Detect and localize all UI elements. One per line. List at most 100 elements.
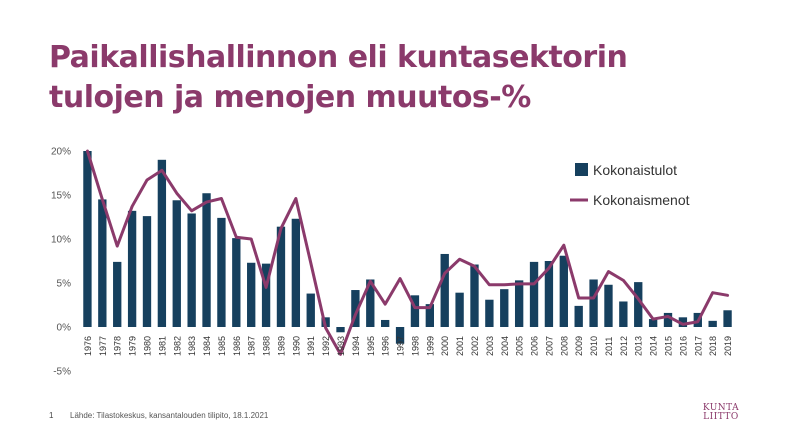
x-tick-label: 1983 — [187, 336, 197, 356]
x-tick-label: 2016 — [678, 336, 688, 356]
y-tick-label: -5% — [53, 367, 71, 378]
x-tick-label: 1985 — [217, 336, 227, 356]
bar-kokonaistulot — [187, 213, 196, 327]
bar-kokonaistulot — [723, 310, 732, 327]
x-tick-label: 1984 — [202, 336, 212, 356]
x-tick-label: 2007 — [544, 336, 554, 356]
y-tick-label: 10% — [51, 235, 71, 246]
source-note: Lähde: Tilastokeskus, kansantalouden til… — [70, 411, 269, 420]
x-tick-label: 2012 — [619, 336, 629, 356]
bar-kokonaistulot — [574, 305, 583, 327]
x-tick-label: 2003 — [485, 336, 495, 356]
bar-kokonaistulot — [172, 200, 181, 327]
x-tick-label: 1976 — [83, 336, 93, 356]
slide-title: Paikallishallinnon eli kuntasektorin tul… — [49, 38, 749, 118]
bar-kokonaistulot — [708, 320, 717, 327]
bar-kokonaistulot — [142, 216, 152, 327]
x-tick-label: 1991 — [306, 336, 316, 356]
bar-kokonaistulot — [663, 312, 673, 327]
x-tick-label: 1997 — [396, 336, 406, 356]
legend-swatch-kokonaistulot — [575, 163, 588, 176]
legend-label-kokonaistulot: Kokonaistulot — [593, 162, 677, 178]
x-tick-label: 2017 — [693, 336, 703, 356]
bar-kokonaistulot — [217, 217, 226, 327]
bar-kokonaistulot — [247, 262, 256, 327]
bar-kokonaistulot — [366, 279, 375, 327]
logo-line-2: LIITTO — [703, 412, 739, 422]
x-tick-label: 2004 — [500, 336, 510, 356]
x-tick-label: 2013 — [634, 336, 644, 356]
x-tick-label: 1980 — [142, 336, 152, 356]
x-tick-label: 2010 — [589, 336, 599, 356]
bar-kokonaistulot — [589, 279, 598, 327]
bar-kokonaistulot — [410, 295, 420, 327]
bar-kokonaistulot — [485, 299, 494, 327]
x-tick-label: 2008 — [559, 336, 569, 356]
x-tick-label: 1988 — [262, 336, 272, 356]
x-tick-label: 1987 — [247, 336, 257, 356]
x-tick-label: 2011 — [604, 337, 614, 356]
kuntaliitto-logo: KUNTA LIITTO — [700, 404, 742, 422]
x-tick-label: 1977 — [98, 336, 108, 356]
x-tick-label: 1992 — [321, 336, 331, 356]
x-tick-label: 1978 — [113, 336, 123, 356]
bar-kokonaistulot — [559, 255, 568, 327]
bar-kokonaistulot — [455, 292, 464, 327]
x-tick-label: 2002 — [470, 336, 480, 356]
bar-kokonaistulot — [232, 238, 241, 327]
x-tick-label: 1994 — [351, 336, 361, 356]
line-kokonaismenot — [85, 149, 730, 356]
bar-kokonaistulot — [529, 261, 539, 327]
y-tick-label: 5% — [57, 279, 72, 290]
x-tick-label: 1996 — [381, 336, 391, 356]
x-tick-label: 1993 — [336, 336, 346, 356]
x-tick-label: 2009 — [574, 336, 584, 356]
bar-kokonaistulot — [634, 282, 643, 327]
x-tick-label: 2018 — [708, 336, 718, 356]
logo-line-1: KUNTA — [702, 403, 740, 413]
bar-kokonaistulot — [470, 264, 479, 327]
bar-kokonaistulot — [291, 218, 301, 327]
x-tick-label: 1989 — [276, 336, 286, 356]
y-tick-label: 20% — [51, 147, 71, 158]
bar-kokonaistulot — [98, 199, 107, 327]
y-tick-label: 15% — [51, 191, 71, 202]
bar-kokonaistulot — [306, 293, 315, 327]
bar-kokonaistulot — [425, 304, 434, 327]
x-tick-label: 1982 — [172, 336, 182, 356]
bar-kokonaistulot — [336, 327, 345, 333]
bar-kokonaistulot — [514, 280, 524, 327]
bar-kokonaistulot — [261, 263, 271, 327]
x-tick-label: 1979 — [128, 336, 138, 356]
x-tick-label: 2019 — [723, 336, 733, 356]
bar-kokonaistulot — [381, 319, 390, 327]
title-line-1: Paikallishallinnon eli kuntasektorin — [49, 40, 628, 75]
x-tick-label: 2001 — [455, 336, 465, 356]
x-tick-label: 1999 — [425, 336, 435, 356]
bar-kokonaistulot — [351, 290, 360, 327]
bar-kokonaistulot — [276, 226, 286, 327]
x-tick-label: 1990 — [291, 336, 301, 356]
x-tick-label: 1995 — [366, 336, 376, 356]
bar-kokonaistulot — [113, 261, 122, 327]
bar-kokonaistulot — [604, 284, 613, 327]
bar-kokonaistulot — [157, 159, 167, 327]
bar-kokonaistulot — [395, 327, 405, 344]
bar-kokonaistulot — [127, 210, 137, 327]
bar-kokonaistulot — [544, 261, 554, 327]
x-tick-label: 2000 — [440, 336, 450, 356]
x-tick-label: 1986 — [232, 336, 242, 356]
x-tick-label: 1998 — [410, 336, 420, 356]
bar-kokonaistulot — [440, 253, 449, 327]
bar-kokonaistulot — [648, 319, 658, 327]
bar-kokonaistulot — [83, 151, 92, 327]
title-line-2: tulojen ja menojen muutos-% — [49, 80, 531, 115]
bar-kokonaistulot — [500, 289, 509, 327]
x-tick-label: 2005 — [515, 336, 525, 356]
x-tick-label: 2006 — [530, 336, 540, 356]
page-number: 1 — [49, 411, 54, 420]
x-tick-label: 2014 — [649, 336, 659, 356]
x-tick-label: 1981 — [157, 336, 167, 356]
bar-kokonaistulot — [619, 301, 628, 327]
